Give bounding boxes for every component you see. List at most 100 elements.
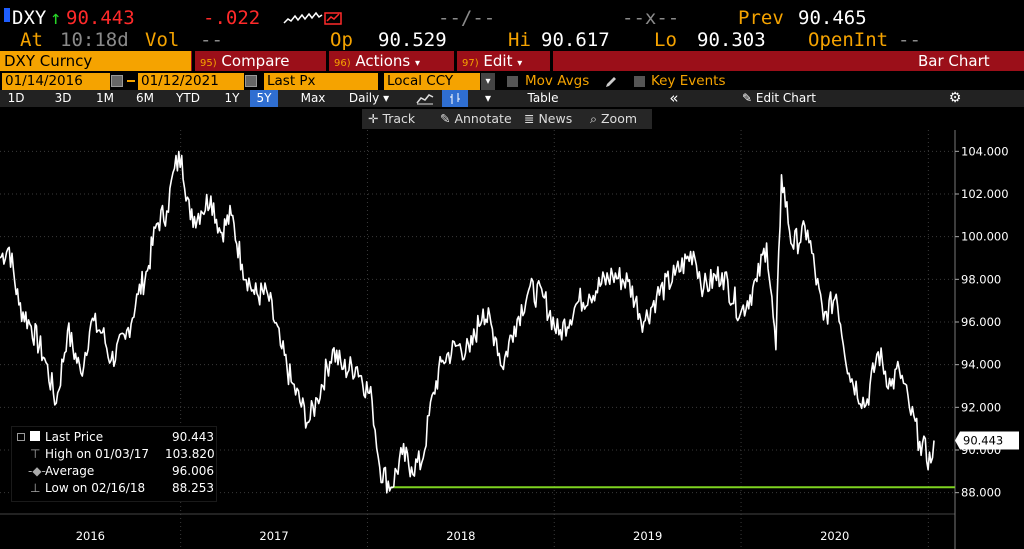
last-price: 90.443 [66,7,135,29]
currency-value: Local CCY [387,73,454,89]
compare-button[interactable]: 95) Compare [196,51,322,71]
edit-chart-label: Edit Chart [755,91,816,105]
actions-button[interactable]: 96) Actions ▾ [330,51,452,71]
start-date-field[interactable]: 01/14/2016 [2,73,110,90]
price-type-select[interactable]: Last Px [264,73,378,90]
legend-high-label: High on 01/03/17 [45,447,150,461]
y-tick-label: 94.000 [961,358,1001,372]
timeframe-max[interactable]: Max [300,91,326,105]
chart-type-title: Bar Chart [914,51,1024,71]
key-events-checkbox[interactable] [634,76,645,87]
security-field[interactable]: DXY Curncy [0,51,191,71]
ticker-marker [4,8,10,22]
timeframe-3d[interactable]: 3D [54,91,72,105]
high-value: 90.617 [541,29,610,51]
chevron-down-icon[interactable]: ▾ [481,73,495,90]
magnifier-icon: ⌕ [590,111,601,126]
news-button[interactable]: ≣ News [524,109,572,129]
bar-chart-icon[interactable] [442,90,468,107]
legend-low-label: Low on 02/16/18 [45,481,146,495]
key-events-label[interactable]: Key Events [651,73,726,89]
mov-avgs-checkbox[interactable] [507,76,518,87]
ticker-symbol[interactable]: DXY [12,7,47,29]
price-chart[interactable]: 2016 2017 2018 2019 2020 88.00090.00092.0009… [0,130,1024,549]
y-tick-label: 102.000 [961,187,1009,201]
line-chart-icon[interactable] [416,92,434,105]
openint-label: OpenInt [808,29,889,51]
pencil-icon: ✎ [742,91,756,105]
openint-value: -- [898,29,921,51]
average-marker-icon: -◆- [28,464,46,478]
edit-chart-button[interactable]: ✎ Edit Chart [742,90,842,107]
crosshair-icon: ✛ [368,111,383,126]
alert-icon[interactable] [324,10,344,26]
timeframe-1d[interactable]: 1D [7,91,25,105]
compare-num: 95) [200,58,217,69]
track-button[interactable]: ✛ Track [368,109,415,129]
low-value: 90.303 [697,29,766,51]
chart-type-label: Bar Chart [918,52,990,70]
price-type-value: Last Px [267,73,316,89]
frequency-select[interactable]: Daily ▾ [336,90,402,107]
chart-toolbar: ✛ Track ✎ Annotate ≣ News ⌕ Zoom [362,109,652,129]
x-tick-label: 2016 [76,529,105,543]
low-marker-icon: ⊥ [30,481,41,495]
y-tick-label: 100.000 [961,230,1009,244]
legend-collapse-icon[interactable] [17,433,25,441]
last-price-swatch [30,431,40,441]
calendar-icon[interactable] [111,75,123,87]
menu-divider [326,51,329,71]
y-tick-label: 92.000 [961,400,1001,414]
actions-label: Actions [355,52,411,70]
chevron-down-icon: ▾ [383,91,390,105]
mov-avgs-label[interactable]: Mov Avgs [525,73,590,89]
at-label: At [20,29,43,51]
edit-button[interactable]: 97) Edit ▾ [458,51,548,71]
legend-low-value: 88.253 [172,481,214,495]
date-separator [127,80,135,82]
table-button[interactable]: Table [508,90,578,107]
timeframe-1y[interactable]: 1Y [224,91,240,105]
compare-label: Compare [221,52,290,70]
x-tick-label: 2018 [446,529,475,543]
last-value-marker: 90.443 [955,431,1019,450]
x-axis: 2016 2017 2018 2019 2020 [0,513,955,543]
timeframe-ytd[interactable]: YTD [176,91,200,105]
price-series-line [0,150,935,494]
high-marker-icon: ⊤ [30,447,41,461]
security-label: DXY Curncy [4,52,93,70]
open-value: 90.529 [378,29,447,51]
news-icon: ≣ [524,111,539,126]
prev-value: 90.465 [798,7,867,29]
zoom-button[interactable]: ⌕ Zoom [590,109,637,129]
double-chevron-left-icon: « [669,89,679,107]
zoom-label: Zoom [600,111,638,126]
currency-select[interactable]: Local CCY [384,73,480,90]
time-value: 10:18d [60,29,129,51]
menu-divider [454,51,457,71]
edit-label: Edit [483,52,513,70]
end-date-field[interactable]: 01/12/2021 [138,73,244,90]
timeframe-1m[interactable]: 1M [96,91,114,105]
y-axis: 88.00090.00092.00094.00096.00098.000100.… [954,130,1009,549]
chart-style-dropdown[interactable]: ▾ [484,91,492,105]
vol-label: Vol [145,29,180,51]
y-tick-label: 98.000 [961,272,1001,286]
menu-divider [192,51,195,71]
calendar-icon[interactable] [245,75,257,87]
y-tick-label: 96.000 [961,315,1001,329]
actions-num: 96) [334,58,351,69]
gear-icon[interactable]: ⚙ [948,90,962,106]
timeframe-6m[interactable]: 6M [136,91,154,105]
sparkline-icon [283,11,323,24]
annotate-button[interactable]: ✎ Annotate [440,109,512,129]
open-label: Op [330,29,353,51]
y-tick-label: 104.000 [961,144,1009,158]
high-label: Hi [508,29,531,51]
pencil-icon[interactable] [604,75,618,89]
menu-divider [550,51,553,71]
collapse-panel-button[interactable]: « [664,90,684,107]
chart-legend: Last Price 90.443 ⊤ High on 01/03/17 103… [11,426,217,502]
timeframe-5y[interactable]: 5Y [250,90,278,107]
table-label: Table [527,91,559,105]
